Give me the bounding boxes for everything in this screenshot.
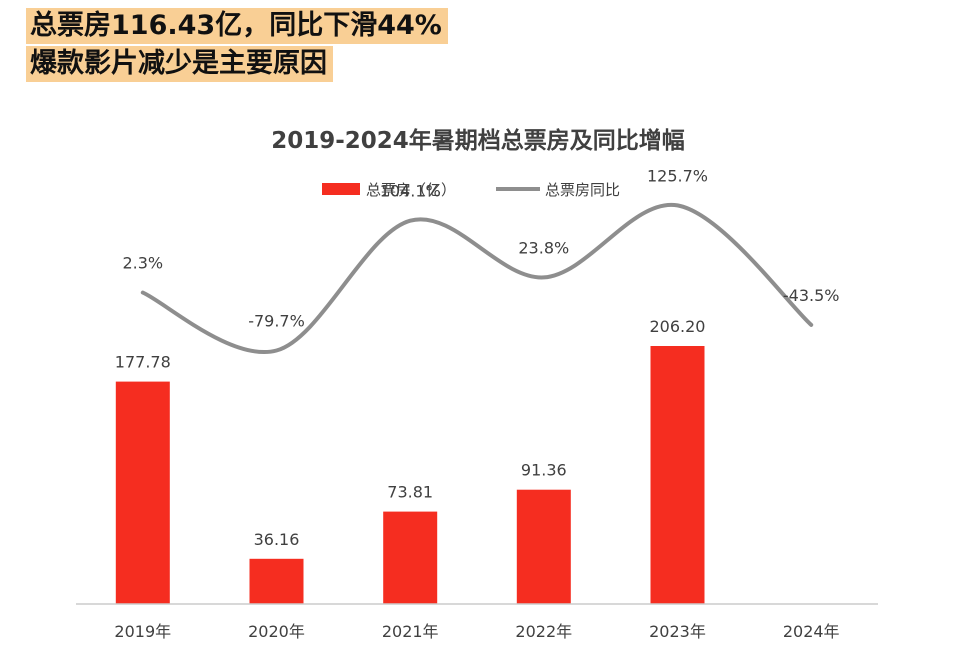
x-tick-label: 2019年 [114, 622, 171, 641]
bar-2020年 [249, 558, 304, 604]
legend-bar-swatch [322, 183, 360, 195]
bar-value-label: 73.81 [387, 483, 433, 502]
bar-value-label: 177.78 [115, 353, 171, 372]
x-tick-label: 2021年 [382, 622, 439, 641]
legend-line-label: 总票房同比 [545, 181, 620, 199]
legend-bar-label: 总票房（亿） [366, 181, 456, 199]
yoy-line-series: 2.3% -79.7% 104.1% 23.8% 125.7% -43.5% [122, 166, 840, 355]
bar-value-label: 91.36 [521, 461, 567, 480]
chart-title: 2019-2024年暑期档总票房及同比增幅 [271, 127, 685, 154]
yoy-line [140, 202, 814, 355]
x-tick-label: 2024年 [783, 622, 840, 641]
headline-line-1: 总票房116.43亿，同比下滑44% [26, 8, 448, 44]
x-axis-labels: 2019年 2020年 2021年 2022年 2023年 2024年 [114, 622, 839, 641]
headline-line-2: 爆款影片减少是主要原因 [26, 46, 333, 82]
line-value-label: 2.3% [122, 254, 163, 273]
bar-series: 177.78 36.16 73.81 91.36 206.20 116.43 [115, 0, 839, 604]
bar-value-label: 36.16 [254, 530, 300, 549]
line-value-label: 23.8% [518, 238, 569, 257]
x-tick-label: 2023年 [649, 622, 706, 641]
bar-2019年 [115, 381, 170, 604]
bar-2021年 [383, 511, 438, 604]
bar-2022年 [516, 489, 571, 604]
line-value-label: -79.7% [248, 312, 305, 331]
bar-value-label: 116.43 [783, 0, 839, 4]
line-value-label: 125.7% [647, 166, 708, 185]
headline: 总票房116.43亿，同比下滑44% 爆款影片减少是主要原因 [26, 8, 448, 82]
line-value-label: -43.5% [783, 286, 840, 305]
line-value-label: 104.1% [380, 182, 441, 201]
x-tick-label: 2020年 [248, 622, 305, 641]
bar-2023年 [650, 346, 705, 604]
legend: 总票房（亿） 总票房同比 [322, 181, 620, 199]
x-tick-label: 2022年 [515, 622, 572, 641]
bar-value-label: 206.20 [650, 317, 706, 336]
